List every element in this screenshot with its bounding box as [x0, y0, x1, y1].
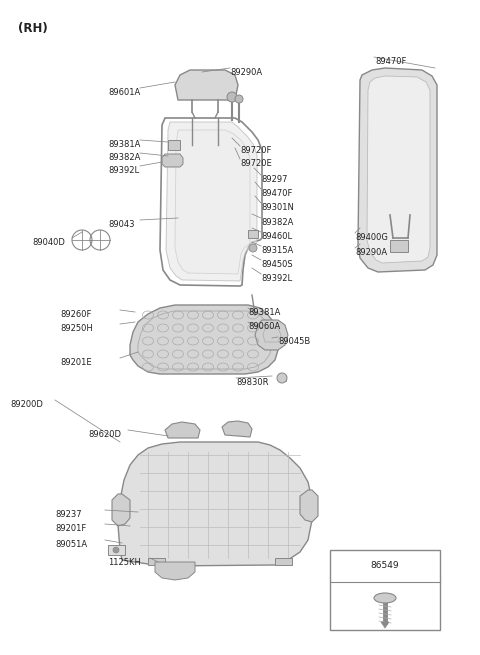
Polygon shape [358, 68, 437, 272]
Text: 89381A: 89381A [108, 140, 140, 149]
Circle shape [249, 244, 257, 252]
Circle shape [113, 547, 119, 553]
Polygon shape [222, 421, 252, 437]
Ellipse shape [374, 593, 396, 603]
Text: 89250H: 89250H [60, 324, 93, 333]
Text: 89200D: 89200D [10, 400, 43, 409]
Circle shape [235, 95, 243, 103]
Text: 89201E: 89201E [60, 358, 92, 367]
Polygon shape [108, 545, 125, 555]
Polygon shape [166, 122, 257, 281]
Polygon shape [162, 154, 183, 167]
Polygon shape [300, 490, 318, 522]
Text: 89201F: 89201F [55, 524, 86, 533]
Text: 89720F: 89720F [240, 146, 271, 155]
Circle shape [227, 92, 237, 102]
Text: 89400G: 89400G [355, 233, 388, 242]
Text: 89830R: 89830R [236, 378, 268, 387]
Text: 89470F: 89470F [261, 189, 292, 198]
Text: 89051A: 89051A [55, 540, 87, 549]
Text: 89045B: 89045B [278, 337, 310, 346]
Text: 89260F: 89260F [60, 310, 91, 319]
Polygon shape [165, 422, 200, 438]
Polygon shape [168, 140, 180, 150]
Polygon shape [148, 558, 165, 565]
Text: 89470F: 89470F [375, 57, 407, 66]
Polygon shape [155, 562, 195, 580]
Polygon shape [118, 442, 312, 566]
Text: 89237: 89237 [55, 510, 82, 519]
Polygon shape [130, 305, 278, 374]
Polygon shape [381, 622, 389, 628]
Text: 89060A: 89060A [248, 322, 280, 331]
Polygon shape [278, 375, 286, 381]
Text: 89315A: 89315A [261, 246, 293, 255]
Text: 89620D: 89620D [88, 430, 121, 439]
Text: 89392L: 89392L [108, 166, 139, 175]
Polygon shape [275, 558, 292, 565]
Text: 89301N: 89301N [261, 203, 294, 212]
Polygon shape [255, 320, 288, 350]
Bar [330, 550, 440, 630]
Text: 89720E: 89720E [240, 159, 272, 168]
Text: 1125KH: 1125KH [108, 558, 141, 567]
Text: 89043: 89043 [108, 220, 134, 229]
Text: 89382A: 89382A [261, 218, 293, 227]
Text: 89450S: 89450S [261, 260, 293, 269]
Text: (RH): (RH) [18, 22, 48, 35]
Text: 89040D: 89040D [32, 238, 65, 247]
Text: 89392L: 89392L [261, 274, 292, 283]
Circle shape [277, 373, 287, 383]
Text: 86549: 86549 [371, 561, 399, 571]
Polygon shape [175, 130, 250, 274]
Polygon shape [390, 240, 408, 252]
Polygon shape [175, 70, 238, 100]
Polygon shape [112, 494, 130, 526]
Text: 89460L: 89460L [261, 232, 292, 241]
Text: 89381A: 89381A [248, 308, 280, 317]
Polygon shape [248, 230, 258, 238]
Text: 89382A: 89382A [108, 153, 140, 162]
Text: 89290A: 89290A [355, 248, 387, 257]
Text: 89297: 89297 [261, 175, 288, 184]
Polygon shape [367, 76, 430, 263]
Text: 89601A: 89601A [108, 88, 140, 97]
Text: 89290A: 89290A [230, 68, 262, 77]
